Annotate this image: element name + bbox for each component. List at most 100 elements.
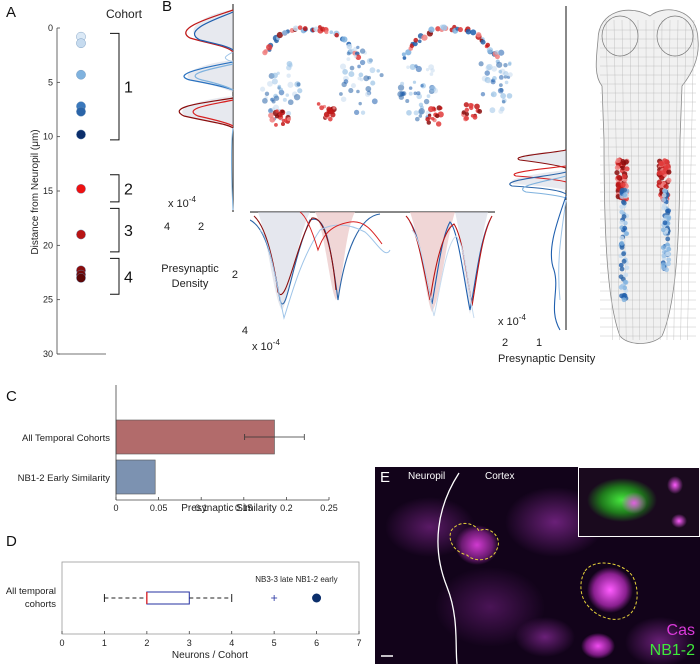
a-cohort-bracket [110, 174, 120, 203]
synapse-point [428, 26, 435, 33]
synapse-point [478, 61, 484, 67]
right-tick-1: 1 [536, 337, 542, 349]
bottom-tick-2: 2 [232, 269, 238, 281]
synapse-point [413, 110, 419, 116]
d-tick-label: 2 [144, 638, 149, 648]
channel-nb-label: NB1-2 [649, 642, 695, 659]
synapse-point [425, 117, 430, 122]
synapse-point [324, 30, 329, 35]
vnc-point [621, 251, 627, 257]
panel-a-chart: Distance from Neuropil (μm) 051015202530… [30, 23, 133, 359]
synapse-point [328, 116, 333, 122]
synapse-point [485, 42, 491, 48]
synapse-point [260, 86, 266, 92]
c-bars [115, 419, 305, 495]
synapse-point [475, 32, 482, 38]
synapse-point [408, 91, 413, 96]
synapse-point [282, 97, 287, 102]
synapse-point [428, 64, 435, 71]
synapse-point [415, 65, 422, 73]
vnc-point [662, 188, 668, 194]
vnc-point [618, 284, 624, 290]
synapse-point [293, 93, 301, 101]
vnc-point [622, 192, 628, 198]
synapse-point [342, 69, 348, 75]
synapse-point [428, 106, 435, 113]
a-tick-label: 20 [43, 240, 53, 250]
vnc-point [619, 245, 625, 250]
vnc-point [619, 235, 625, 241]
synapse-point [472, 114, 478, 120]
a-cohort-label: 1 [124, 80, 133, 97]
synapse-point [326, 108, 333, 115]
synapse-point [503, 71, 509, 77]
vnc-point [614, 165, 620, 171]
synapse-point [429, 85, 437, 93]
synapse-point [470, 29, 477, 36]
vnc-point [620, 182, 626, 188]
synapse-point [506, 93, 513, 99]
synapse-point [498, 69, 503, 74]
synapse-point [370, 80, 376, 86]
cell-outline-2 [580, 562, 638, 620]
vnc-point [615, 194, 621, 200]
c-axis: 0 0.05 0.1 0.15 0.2 0.25 [113, 385, 338, 513]
c-bar [115, 459, 156, 495]
a-tick-label: 15 [43, 186, 53, 196]
synapse-point [296, 82, 301, 87]
micrograph-inset [578, 467, 700, 537]
d-tick-label: 0 [59, 638, 64, 648]
panel-b-letter: B [162, 0, 173, 15]
vnc-point [624, 265, 630, 271]
synapse-point [360, 110, 366, 115]
synapse-point [379, 73, 384, 78]
a-tick-label: 10 [43, 132, 53, 142]
c-category-0: All Temporal Cohorts [22, 433, 110, 444]
synapse-point [353, 54, 358, 58]
synapse-point [274, 114, 279, 119]
synapse-point [357, 76, 362, 81]
synapse-point [266, 44, 273, 51]
synapse-point [286, 116, 292, 122]
synapse-point [468, 102, 474, 109]
c-tick-label: 0 [113, 503, 118, 513]
b-ylabel-line2: Density [172, 278, 209, 290]
synapse-point [402, 56, 407, 60]
synapse-point [329, 30, 334, 35]
synapse-point [275, 109, 279, 113]
synapse-point [508, 72, 513, 78]
synapse-point [425, 68, 430, 72]
d-axis: 0 1 2 3 4 5 6 7 [59, 631, 362, 648]
synapse-point [271, 78, 278, 85]
a-cohort-label: 4 [124, 269, 133, 286]
synapse-point [464, 115, 470, 121]
synapse-point [287, 81, 294, 88]
vnc-point [622, 225, 628, 231]
vnc-point [621, 258, 627, 264]
d-box [146, 591, 190, 605]
synapse-point [418, 114, 423, 118]
vnc-point [621, 200, 627, 206]
synapse-point [356, 45, 360, 50]
vnc-wireframe [595, 9, 699, 344]
synapse-point [350, 83, 357, 89]
c-tick-label: 0.25 [320, 503, 338, 513]
d-marker-label: NB1-2 early [295, 575, 337, 584]
synapse-point [271, 107, 276, 111]
synapse-point [409, 63, 416, 71]
vnc-point [621, 214, 627, 219]
synapse-point [343, 79, 349, 84]
synapse-point [369, 67, 376, 74]
vnc-point [619, 209, 625, 215]
synapse-point [287, 99, 294, 106]
synapse-point [273, 95, 280, 101]
synapse-point [297, 88, 303, 94]
synapse-point [474, 103, 480, 110]
panel-a-points [76, 31, 86, 283]
synapse-point [280, 121, 286, 126]
d-marker [312, 593, 322, 603]
synapse-point [408, 86, 413, 90]
synapse-point [341, 36, 348, 43]
right-xlabel: Presynaptic Density [498, 353, 596, 365]
synapse-point [264, 91, 270, 97]
